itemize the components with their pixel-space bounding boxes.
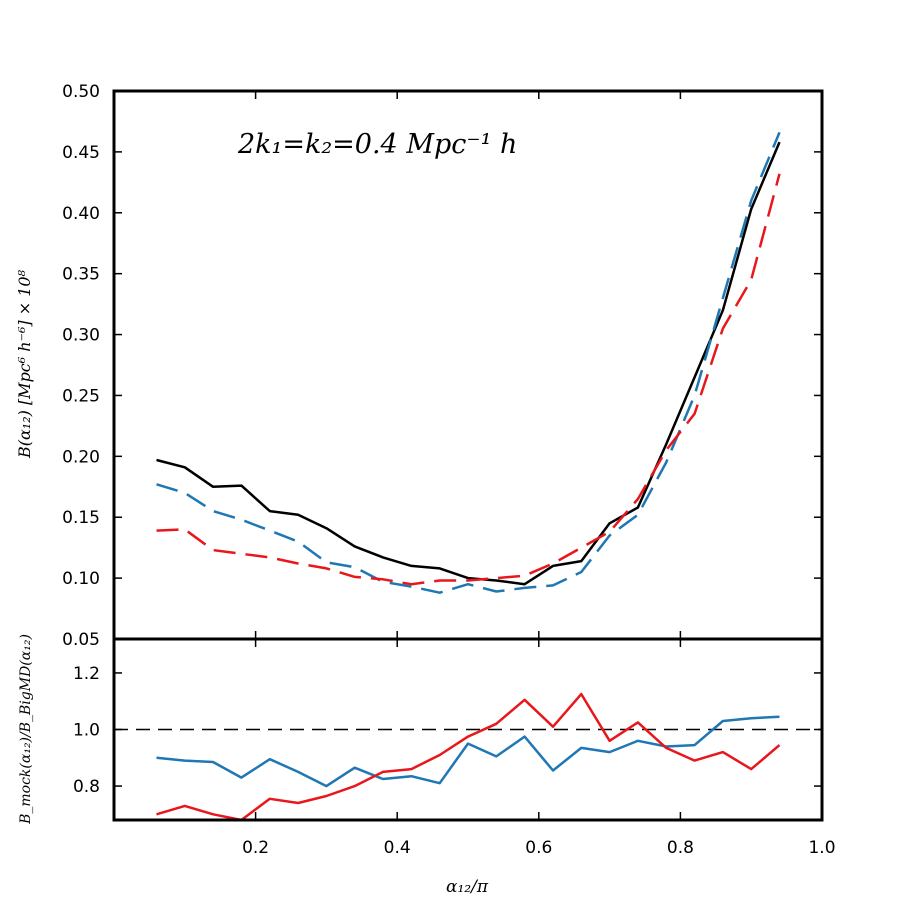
top-ytick-label: 0.35 bbox=[62, 265, 100, 285]
top-panel-annotation: 2k₁=k₂=0.4 Mpc⁻¹ h bbox=[237, 129, 517, 160]
bottom-xtick-label: 0.8 bbox=[667, 838, 694, 858]
bottom-series-line-1 bbox=[156, 692, 781, 822]
bottom-ytick-label: 0.8 bbox=[73, 777, 100, 797]
top-ytick-label: 0.25 bbox=[62, 386, 100, 406]
top-panel-ylabel: B(α₁₂) [Mpc⁶ h⁻⁶] × 10⁸ bbox=[15, 269, 34, 459]
top-series-line-2 bbox=[156, 173, 781, 586]
top-ytick-label: 0.45 bbox=[62, 143, 100, 163]
top-ytick-label: 0.50 bbox=[62, 82, 100, 102]
top-ytick-label: 0.30 bbox=[62, 326, 100, 346]
top-panel: 0.05 0.10 0.15 0.20 0.25 0.30 0.35 0.40 0.45 0.50 bbox=[62, 82, 824, 650]
top-series-line-1 bbox=[156, 131, 781, 594]
bottom-panel-ylabel: B_mock(α₁₂)/B_BigMD(α₁₂) bbox=[18, 634, 34, 825]
bottom-xtick-label: 0.4 bbox=[384, 838, 411, 858]
bottom-series-line-0 bbox=[156, 715, 780, 788]
top-panel-frame bbox=[112, 89, 824, 641]
top-ytick-label: 0.20 bbox=[62, 447, 100, 467]
bottom-xtick-label: 1.0 bbox=[808, 838, 835, 858]
bottom-ytick-label: 1.2 bbox=[73, 664, 100, 684]
bottom-xtick-label: 0.6 bbox=[525, 838, 552, 858]
top-ytick-label: 0.40 bbox=[62, 204, 100, 224]
top-series-line-0 bbox=[156, 141, 781, 586]
bottom-panel-frame bbox=[112, 637, 824, 822]
top-ytick-label: 0.05 bbox=[62, 630, 100, 650]
bottom-panel: 0.8 1.0 1.2 0.2 0.4 0.6 0.8 1.0 bbox=[73, 637, 836, 858]
top-ytick-label: 0.15 bbox=[62, 508, 100, 528]
bottom-xtick-label: 0.2 bbox=[242, 838, 269, 858]
bottom-ytick-label: 1.0 bbox=[73, 721, 100, 741]
top-ytick-label: 0.10 bbox=[62, 569, 100, 589]
bottom-panel-xlabel: α₁₂/π bbox=[446, 877, 489, 897]
